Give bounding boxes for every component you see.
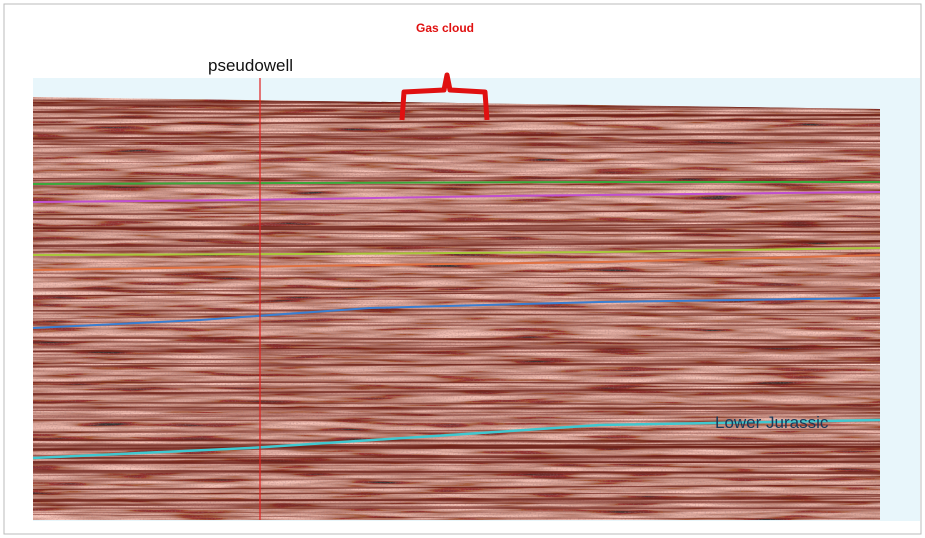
- gas-cloud-label: Gas cloud: [416, 21, 474, 35]
- horizon-label: Lower Jurassic: [715, 413, 829, 432]
- well-label: pseudowell: [208, 56, 293, 75]
- reflector: [33, 508, 880, 509]
- page: Gas cloud pseudowell Lower Jurassic (() …: [0, 0, 925, 538]
- seismic-section: [33, 95, 881, 521]
- reflector: [33, 408, 880, 409]
- figure: Gas cloud pseudowell Lower Jurassic: [0, 0, 925, 538]
